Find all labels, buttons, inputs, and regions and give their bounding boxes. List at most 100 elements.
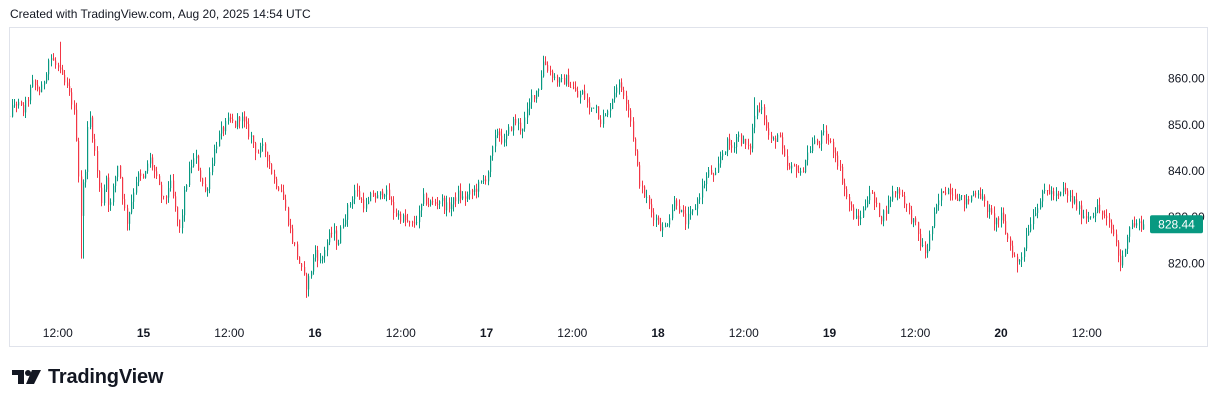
candle-body xyxy=(1093,216,1095,218)
candle-body xyxy=(177,207,179,220)
candle-body xyxy=(566,75,568,85)
candle-body xyxy=(30,86,32,101)
candle-body xyxy=(536,90,538,99)
candle-body xyxy=(1139,221,1141,224)
candle-body xyxy=(426,193,428,205)
candle-body xyxy=(975,193,977,195)
candle-body xyxy=(444,197,446,211)
candle-body xyxy=(1019,259,1021,262)
candle-body xyxy=(168,188,170,198)
candle-body xyxy=(156,171,158,177)
candle-body xyxy=(787,156,789,166)
candle-body xyxy=(994,213,996,225)
candle-body xyxy=(216,146,218,150)
candle-body xyxy=(78,141,80,177)
candle-body xyxy=(265,143,267,152)
candle-body xyxy=(605,114,607,116)
candle-body xyxy=(925,245,927,254)
candle-body xyxy=(492,146,494,156)
candle-body xyxy=(1070,195,1072,197)
candle-body xyxy=(518,122,520,124)
candle-body xyxy=(614,92,616,100)
candle-body xyxy=(55,60,57,65)
candle-body xyxy=(699,197,701,200)
candle-body xyxy=(345,219,347,225)
time-tick-label: 12:00 xyxy=(43,326,73,340)
candle-body xyxy=(230,117,232,119)
candle-body xyxy=(575,88,577,91)
candle-body xyxy=(805,160,807,173)
candle-body xyxy=(1141,221,1143,230)
candle-body xyxy=(1063,187,1065,192)
candle-body xyxy=(384,194,386,197)
last-price-label: 828.44 xyxy=(1150,215,1203,234)
candle-body xyxy=(667,224,669,226)
candle-body xyxy=(481,180,483,182)
candle-body xyxy=(209,172,211,190)
candle-body xyxy=(354,190,356,200)
candle-body xyxy=(25,100,27,113)
candle-body xyxy=(504,139,506,143)
candle-body xyxy=(455,197,457,202)
candle-body xyxy=(658,217,660,224)
candle-body xyxy=(635,138,637,151)
candle-body xyxy=(791,165,793,169)
candle-body xyxy=(269,161,271,165)
candle-body xyxy=(685,213,687,225)
candle-body xyxy=(297,244,299,257)
time-axis[interactable]: 12:00 15 12:00 16 12:00 17 12:00 18 12:00 19 12:00… xyxy=(43,326,1102,340)
candle-body xyxy=(582,90,584,95)
candle-body xyxy=(759,109,761,111)
candle-body xyxy=(35,80,37,86)
candle-body xyxy=(828,140,830,142)
candle-body xyxy=(902,194,904,197)
time-tick-label: 20 xyxy=(994,326,1008,340)
candle-body xyxy=(1122,255,1124,266)
candle-body xyxy=(439,201,441,204)
candle-body xyxy=(490,155,492,172)
candle-body xyxy=(833,141,835,153)
candle-body xyxy=(340,227,342,244)
candle-body xyxy=(32,80,34,87)
candle-body xyxy=(1118,242,1120,256)
candle-body xyxy=(600,119,602,125)
candle-body xyxy=(656,217,658,221)
candle-body xyxy=(879,203,881,217)
candle-body xyxy=(62,69,64,75)
candle-body xyxy=(138,173,140,183)
candle-body xyxy=(849,197,851,205)
candle-body xyxy=(483,179,485,181)
candle-body xyxy=(587,98,589,103)
candle-body xyxy=(1116,234,1118,243)
candle-body xyxy=(681,209,683,213)
candle-body xyxy=(695,208,697,210)
candle-body xyxy=(545,61,547,65)
candle-body xyxy=(764,107,766,120)
candle-body xyxy=(522,128,524,131)
candle-body xyxy=(274,174,276,179)
candle-body xyxy=(37,85,39,90)
candle-body xyxy=(534,95,536,99)
candle-body xyxy=(731,145,733,148)
candle-body xyxy=(28,100,30,102)
candle-body xyxy=(1134,223,1136,226)
candle-body xyxy=(734,147,736,149)
candle-body xyxy=(899,189,901,195)
candle-body xyxy=(497,131,499,136)
candle-body xyxy=(1136,223,1138,226)
candle-body xyxy=(998,218,1000,221)
candle-body xyxy=(598,106,600,120)
candle-body xyxy=(101,187,103,203)
candle-body xyxy=(886,210,888,214)
candle-body xyxy=(630,110,632,122)
time-tick-label: 15 xyxy=(137,326,151,340)
candle-body xyxy=(39,89,41,93)
candle-body xyxy=(1090,216,1092,218)
candle-body xyxy=(179,219,181,228)
time-tick-label: 12:00 xyxy=(214,326,244,340)
candle-body xyxy=(499,131,501,136)
candle-body xyxy=(869,192,871,201)
